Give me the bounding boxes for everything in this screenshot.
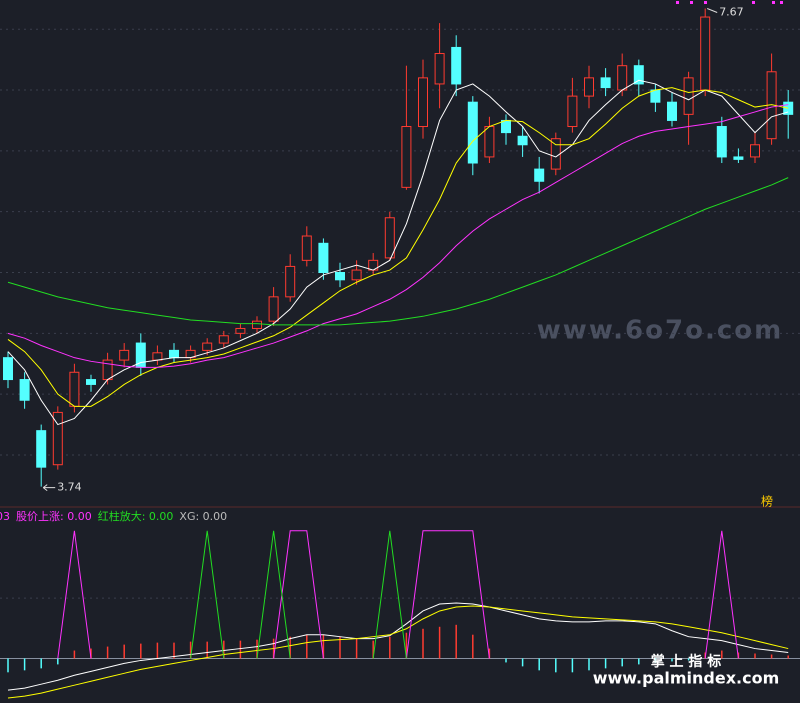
candle-body (285, 265, 296, 298)
high-label: 7.67 (719, 6, 744, 19)
candle-body (650, 89, 661, 103)
legend-entry: 03 (0, 510, 10, 523)
candle-body (301, 235, 312, 261)
candle-body (584, 77, 594, 97)
candle-body (218, 335, 229, 344)
ma-line (7, 79, 789, 426)
candle-body (36, 430, 47, 468)
candle-body (3, 357, 13, 381)
low-label: 3.74 (57, 481, 81, 494)
candle-body (152, 352, 163, 361)
candle-body (501, 119, 511, 134)
candle-body (202, 342, 213, 351)
candle-body (517, 135, 528, 146)
badge: 榜 (761, 494, 773, 509)
candle-body (86, 379, 96, 385)
high-arrow (707, 8, 718, 13)
candle-body (550, 138, 561, 170)
candle-body (451, 46, 462, 85)
indicator-line (190, 530, 407, 659)
ma-line (7, 177, 789, 326)
candle-body (667, 101, 677, 121)
candle-body (351, 269, 362, 281)
candle-body (384, 217, 395, 259)
ma-line (7, 104, 789, 368)
candle-body (169, 349, 179, 359)
candle-body (484, 126, 495, 158)
indicator-line (7, 602, 789, 691)
candle-body (252, 320, 262, 329)
low-arrow (42, 484, 56, 492)
candle-body (733, 156, 744, 160)
watermark-cn: 掌 上 指 标 (651, 653, 722, 670)
indicator-line (7, 605, 789, 699)
top-markers (676, 1, 783, 4)
candle-body (19, 379, 30, 401)
legend-entry: 股价上涨: 0.00 (16, 510, 92, 523)
legend-entry: XG: 0.00 (179, 510, 227, 523)
candle-body (617, 65, 628, 91)
candle-body (434, 53, 445, 85)
watermark-url: www.palmindex.com (593, 669, 780, 688)
candle-body (401, 126, 412, 188)
candle-body (119, 349, 130, 361)
candle-body (52, 411, 63, 466)
candle-body (69, 371, 80, 407)
candle-body (318, 242, 329, 274)
candle-body (268, 296, 279, 322)
candle-body (750, 144, 760, 158)
candle-body (633, 65, 644, 85)
candle-body (467, 101, 478, 164)
candle-body (534, 168, 545, 182)
candle-body (700, 16, 711, 91)
candle-body (600, 77, 611, 89)
indicator-line (57, 530, 739, 659)
candle-body (683, 77, 694, 115)
watermark: www.6o7o.com (537, 316, 783, 346)
candle-body (567, 95, 578, 128)
candle-body (235, 327, 246, 334)
candle-body (716, 126, 727, 158)
candle-body (335, 272, 345, 281)
candle-body (418, 77, 428, 128)
ma-line (7, 87, 789, 407)
legend-entry: 红柱放大: 0.00 (98, 509, 174, 523)
